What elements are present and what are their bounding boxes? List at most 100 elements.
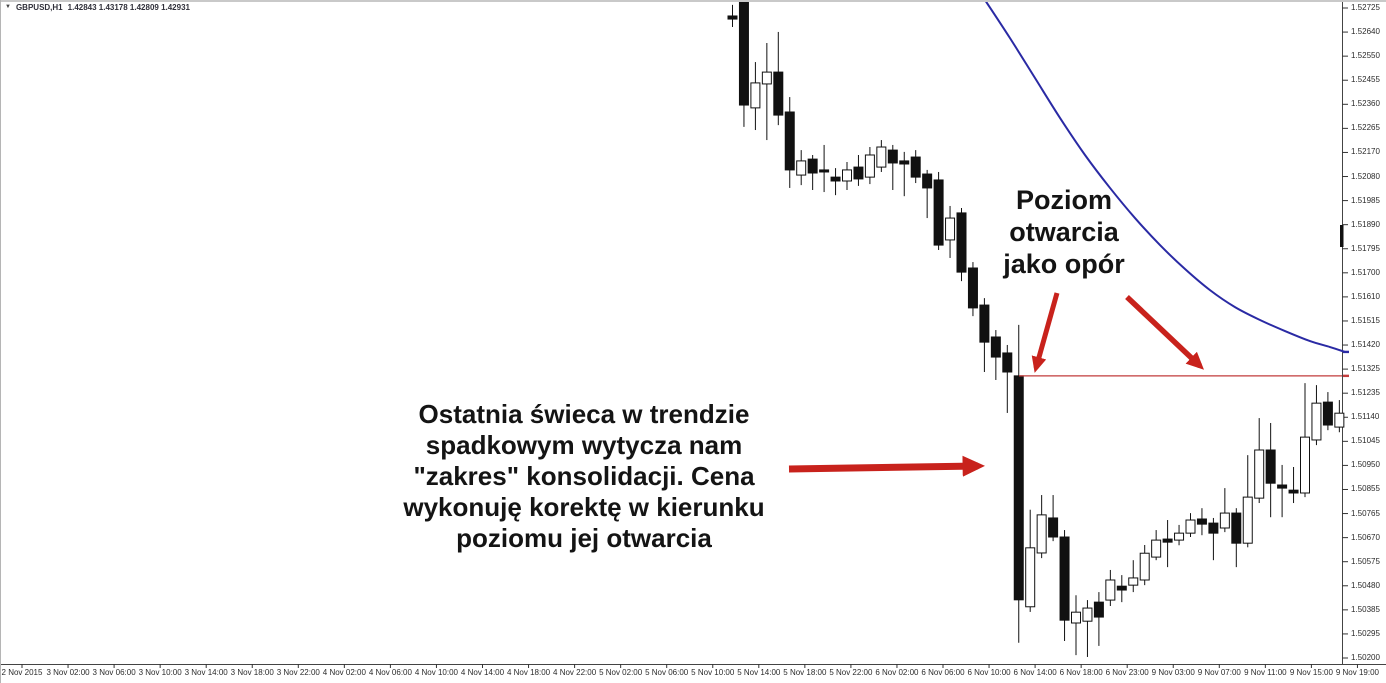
price-label: 1.52725 (1351, 3, 1380, 12)
candle (727, 4, 738, 28)
candle-body-bear (1013, 375, 1024, 601)
candle (1265, 422, 1276, 518)
moving-average-line (984, 0, 1346, 353)
price-label: 1.51140 (1351, 412, 1380, 422)
candle-body-bear (1059, 536, 1070, 621)
resistance-annotation-text: Poziom otwarcia jako opór (1003, 185, 1125, 279)
price-label: 1.50200 (1351, 653, 1380, 662)
chevron-down-icon[interactable]: ▼ (5, 4, 11, 10)
price-label: 1.51235 (1351, 388, 1380, 398)
candle-body-bull (1151, 539, 1162, 558)
window-left-border (0, 0, 1, 683)
candle (899, 151, 910, 197)
candle-body-bear (1288, 489, 1299, 494)
time-label: 9 Nov 11:00 (1244, 668, 1287, 677)
time-label: 6 Nov 23:00 (1105, 668, 1149, 677)
candle (1128, 560, 1139, 593)
time-label: 9 Nov 15:00 (1289, 668, 1333, 677)
time-label: 4 Nov 18:00 (506, 668, 551, 677)
time-label: 4 Nov 02:00 (322, 668, 366, 677)
resistance-axis-marker (1343, 374, 1349, 378)
candle (956, 208, 967, 282)
time-label: 3 Nov 02:00 (46, 668, 90, 677)
candle-body-bear (1265, 449, 1276, 484)
candle-body-bear (819, 169, 830, 173)
candle-body-bull (1300, 436, 1310, 494)
candle-body-bull (864, 154, 875, 178)
time-label: 5 Nov 02:00 (599, 668, 643, 677)
candle-body-bear (807, 158, 818, 174)
price-label: 1.52360 (1351, 99, 1380, 109)
candle (1196, 508, 1207, 536)
candle-body-bear (1093, 601, 1104, 618)
candle-body-bull (1025, 547, 1036, 608)
time-label: 5 Nov 06:00 (645, 668, 689, 677)
price-label: 1.51045 (1351, 436, 1380, 446)
candle-body-bull (1036, 514, 1047, 554)
candle (1151, 530, 1162, 561)
candle-body-bull (1071, 611, 1081, 624)
candle-body-bull (1254, 449, 1265, 499)
candle (807, 154, 818, 190)
candle (1231, 508, 1242, 568)
candle-body-bear (1196, 518, 1207, 525)
time-label: 5 Nov 14:00 (737, 668, 781, 677)
candle (750, 62, 761, 131)
candle-body-bull (1105, 579, 1116, 601)
candle (910, 150, 921, 184)
candle (738, 0, 749, 127)
candle (1219, 488, 1230, 533)
candle-body-bull (1219, 512, 1230, 529)
candle-body-bull (1311, 402, 1322, 441)
candle (842, 161, 852, 190)
time-label: 6 Nov 18:00 (1059, 668, 1103, 677)
time-label: 4 Nov 06:00 (368, 668, 412, 677)
price-label: 1.50295 (1351, 628, 1380, 638)
price-axis: 1.52725 1.52640 1.52550 1.52455 1.52360 1.522… (1342, 0, 1386, 664)
candle-body-bear (1208, 522, 1219, 534)
candle-body-bear (784, 111, 795, 171)
candle (1300, 383, 1310, 498)
candle (773, 31, 784, 126)
candle-body-bull (1128, 577, 1139, 586)
candle (796, 150, 807, 186)
candle (1025, 509, 1036, 612)
price-label: 1.52265 (1351, 123, 1380, 133)
candle-body-bear (1048, 517, 1059, 538)
candle (1116, 575, 1127, 603)
candle-body-bull (1185, 519, 1196, 534)
candle-body-bull (796, 160, 807, 176)
time-label: 4 Nov 10:00 (414, 668, 458, 677)
price-label: 1.50385 (1351, 604, 1380, 614)
candle-body-bear (1002, 352, 1013, 373)
candle-body-bear (899, 160, 910, 165)
candle-body-bear (956, 212, 967, 273)
candle-body-bull (750, 82, 761, 109)
candle-body-bear (738, 0, 749, 106)
price-label: 1.51890 (1351, 219, 1380, 229)
candle-body-bear (853, 166, 864, 180)
symbol-timeframe-label: GBPUSD,H1 (15, 2, 63, 12)
price-label: 1.50855 (1351, 484, 1380, 494)
time-label: 6 Nov 14:00 (1013, 668, 1057, 677)
candle (1322, 392, 1333, 431)
time-axis: 2 Nov 2015 3 Nov 02:00 3 Nov 06:00 3 Nov 10… (0, 664, 1386, 683)
time-label: 9 Nov 19:00 (1335, 668, 1379, 677)
time-label: 3 Nov 22:00 (276, 668, 320, 677)
candle-body-bear (967, 267, 978, 309)
candle-body-bear (1277, 484, 1288, 489)
price-label: 1.51325 (1351, 364, 1380, 374)
price-label: 1.51515 (1351, 315, 1380, 325)
arrow-to-range-candle-icon (788, 455, 985, 477)
time-label: 4 Nov 14:00 (460, 668, 505, 677)
price-label: 1.50480 (1351, 580, 1380, 590)
candle-body-bear (922, 173, 933, 189)
consolidation-annotation-text: Ostatnia świeca w trendzie spadkowym wyt… (403, 399, 765, 553)
candle (1334, 400, 1345, 433)
price-label: 1.50670 (1351, 532, 1380, 542)
candle-body-bull (1139, 552, 1150, 581)
candle (1174, 524, 1185, 546)
candle (990, 330, 1001, 380)
price-label: 1.52640 (1351, 27, 1380, 37)
